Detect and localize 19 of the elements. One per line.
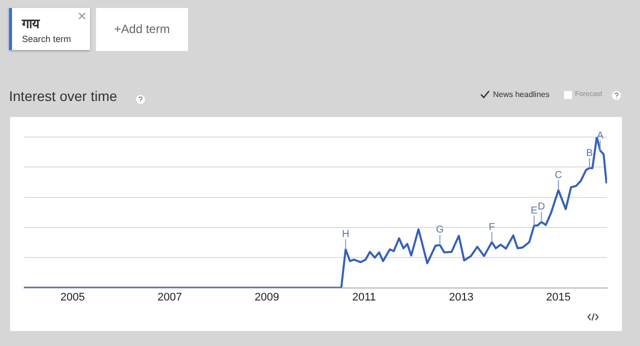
x-tick-label: 2013 [449,291,474,304]
text: News headlines [493,90,550,99]
annotation: E [530,205,538,216]
x-tick-label: 2009 [254,291,280,304]
annotation: F [488,222,495,233]
annotation: C [554,170,562,181]
text: गाय [22,16,40,32]
text: +Add term [96,8,188,51]
x-tick-label: 2007 [158,291,182,304]
text: Search term [22,34,72,44]
x-tick-label: 2015 [546,291,571,304]
annotation: D [538,202,546,213]
annotation: B [586,148,594,159]
x-tick-label: 2011 [352,291,376,304]
annotation: H [342,229,350,240]
x-tick-label: 2005 [60,291,85,304]
annotation: A [596,130,604,142]
chart-title: Interest over time [9,88,118,104]
annotation: G [436,224,444,236]
